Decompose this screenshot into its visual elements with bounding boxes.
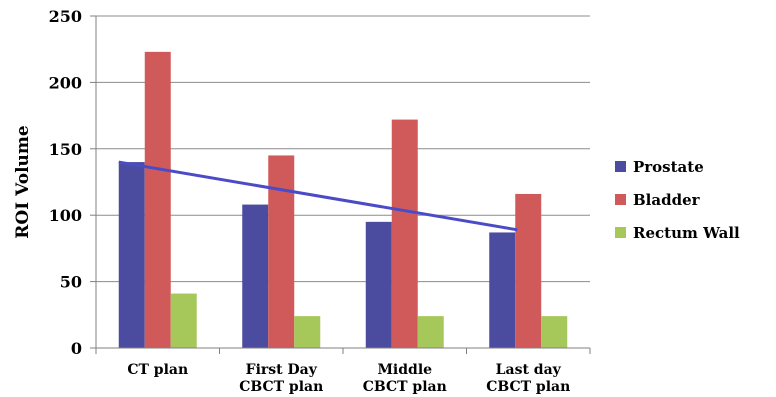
x-category-label: CBCT plan: [363, 379, 447, 395]
bar-prostate: [489, 232, 516, 348]
legend: Prostate Bladder Rectum Wall: [615, 158, 740, 242]
x-category-label: CT plan: [127, 362, 188, 378]
x-category-label: CBCT plan: [239, 379, 323, 395]
legend-label: Prostate: [633, 158, 704, 176]
bar-bladder: [515, 193, 542, 348]
bar-bladder: [268, 155, 295, 348]
bar-prostate: [242, 204, 269, 348]
bar-rectum-wall: [417, 316, 444, 348]
bar-rectum-wall: [170, 293, 197, 348]
x-category-label: First Day: [246, 362, 318, 378]
y-axis-label: ROI Volume: [13, 125, 33, 239]
y-tick-label: 150: [49, 140, 82, 159]
legend-swatch-rectum-wall: [615, 227, 626, 238]
y-tick-label: 50: [60, 273, 82, 292]
legend-swatch-bladder: [615, 194, 626, 205]
y-tick-label: 100: [49, 206, 82, 225]
bar-rectum-wall: [294, 316, 321, 348]
x-category-label: CBCT plan: [486, 379, 570, 395]
bar-bladder: [391, 119, 418, 348]
bars: [118, 51, 568, 349]
x-category-label: Last day: [496, 362, 562, 378]
x-category-label: Middle: [377, 362, 432, 378]
prostate-trendline: [118, 160, 518, 232]
y-tick-labels: 0 50 100 150 200 250: [49, 7, 82, 358]
trendline: [118, 160, 518, 232]
legend-label: Rectum Wall: [633, 224, 740, 242]
legend-swatch-prostate: [615, 161, 626, 172]
y-tick-label: 250: [49, 7, 82, 26]
axes: [90, 15, 591, 354]
y-tick-label: 200: [49, 73, 82, 92]
bar-prostate: [365, 221, 392, 348]
bar-prostate: [118, 162, 145, 348]
y-tick-label: 0: [71, 339, 82, 358]
bar-rectum-wall: [541, 316, 568, 348]
legend-label: Bladder: [633, 191, 701, 209]
bar-bladder: [144, 51, 171, 349]
